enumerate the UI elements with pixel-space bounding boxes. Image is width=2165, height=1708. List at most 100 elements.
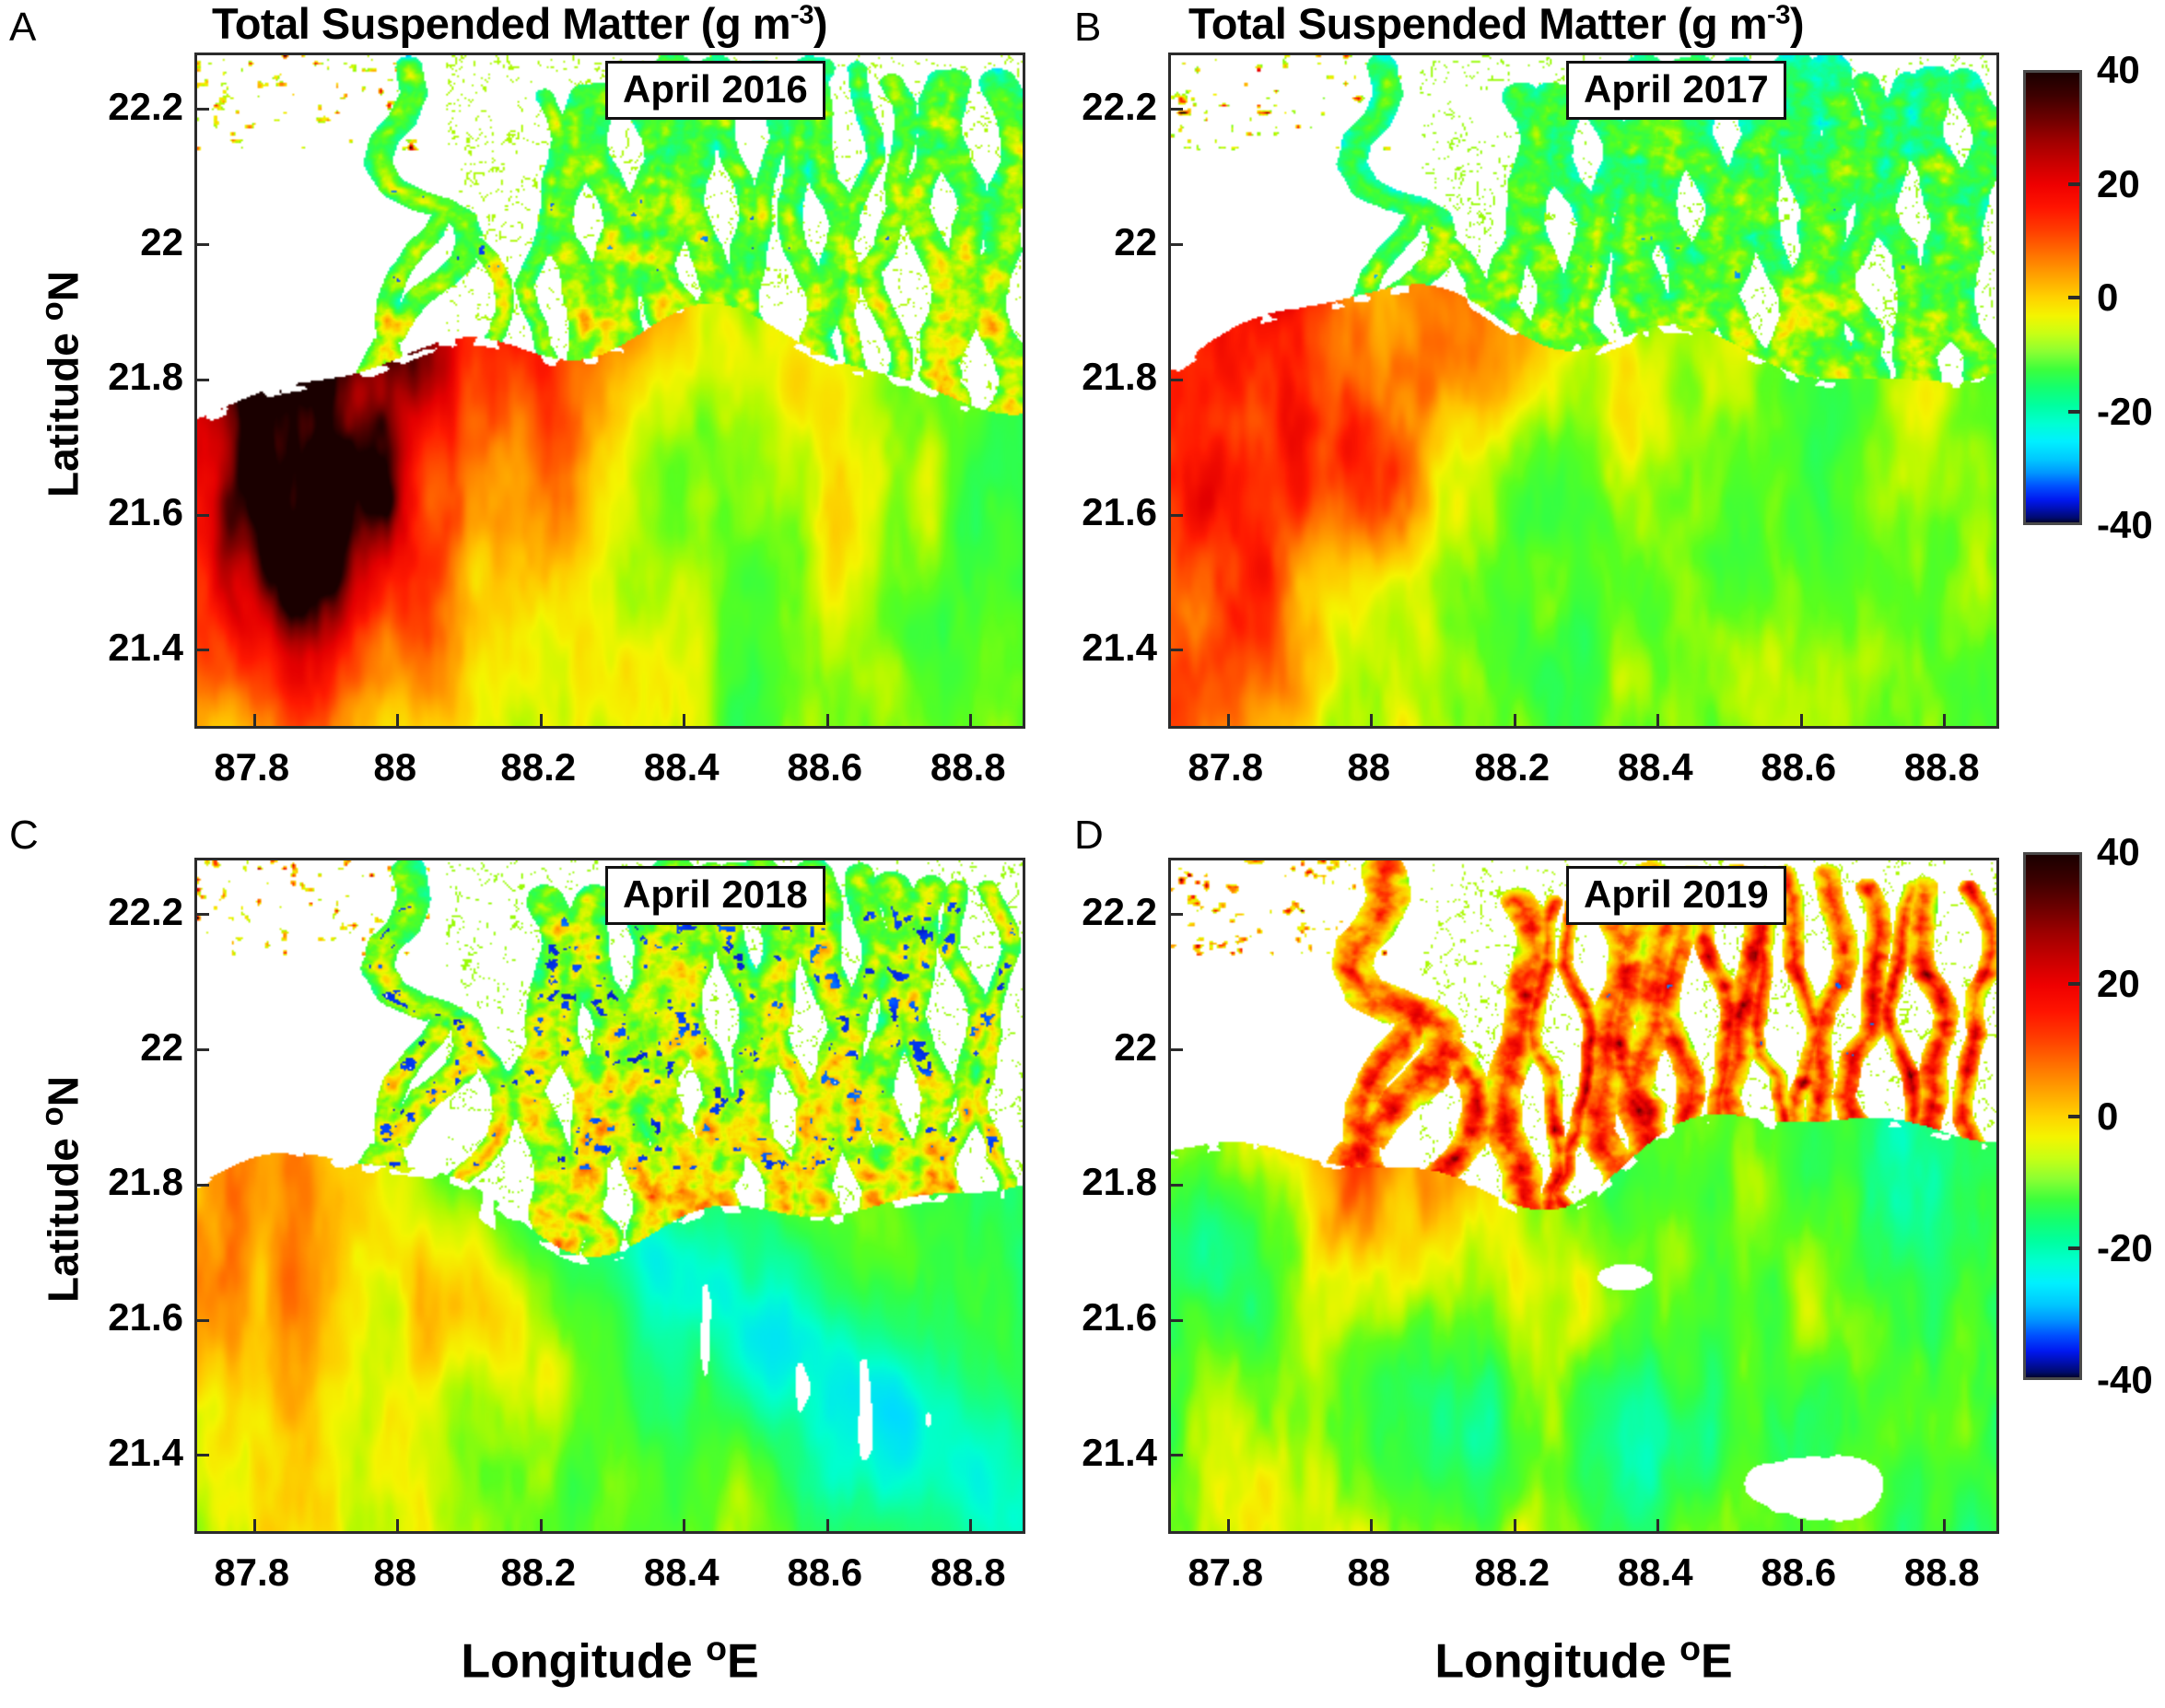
x-tick-88.2 (1513, 714, 1516, 726)
y-tick-21.4 (1171, 649, 1183, 652)
axis-label-latitude-top-text: Latitude (39, 321, 88, 497)
y-tick-label-22.2: 22.2 (1082, 889, 1157, 933)
panel-title-a-text: Total Suspended Matter (g m (212, 0, 791, 48)
y-tick-21.8 (197, 378, 209, 381)
x-tick-88.2 (1513, 1519, 1516, 1531)
y-tick-22 (1171, 1048, 1183, 1052)
y-tick-21.6 (197, 513, 209, 517)
y-tick-22.2 (197, 108, 209, 111)
x-tick-88.6 (1799, 714, 1803, 726)
colorbar-label-0: 0 (2097, 275, 2119, 319)
x-tick-87.8 (252, 1519, 256, 1531)
axis-label-latitude-top-tail: N (39, 271, 88, 302)
panel-letter-a: A (9, 5, 37, 50)
x-tick-88.8 (1943, 714, 1947, 726)
x-tick-label-88.6: 88.6 (787, 745, 863, 789)
x-tick-label-88: 88 (1347, 1550, 1391, 1594)
y-tick-label-21.4: 21.4 (1082, 1430, 1157, 1474)
date-label-d: April 2019 (1566, 866, 1786, 925)
x-tick-88.4 (1656, 714, 1660, 726)
x-tick-label-87.8: 87.8 (214, 1550, 290, 1594)
date-label-c: April 2018 (605, 866, 825, 925)
x-tick-88.4 (683, 714, 686, 726)
colorbar-tick--20 (2068, 1246, 2080, 1250)
x-tick-label-87.8: 87.8 (1188, 1550, 1264, 1594)
y-tick-label-21.6: 21.6 (108, 490, 183, 534)
map-axes-c[interactable] (194, 858, 1025, 1534)
y-tick-label-22.2: 22.2 (108, 889, 183, 933)
panel-title-b-tail: ) (1789, 0, 1805, 48)
colorbar-tick-20 (2068, 181, 2080, 186)
y-tick-21.4 (197, 1454, 209, 1457)
colorbar-label--20: -20 (2097, 1225, 2153, 1269)
date-label-b: April 2017 (1566, 61, 1786, 120)
y-tick-21.6 (1171, 513, 1183, 517)
map-axes-b[interactable] (1168, 53, 1999, 729)
y-tick-label-22: 22 (140, 219, 183, 263)
x-tick-label-88.6: 88.6 (787, 1550, 863, 1594)
x-tick-label-88.6: 88.6 (1761, 745, 1837, 789)
x-tick-88.6 (825, 714, 829, 726)
axis-label-longitude-right-tail: E (1700, 1634, 1733, 1689)
y-tick-label-21.8: 21.8 (1082, 1160, 1157, 1204)
x-tick-87.8 (1226, 714, 1230, 726)
x-tick-label-88.4: 88.4 (1617, 745, 1693, 789)
y-tick-22 (197, 243, 209, 247)
x-tick-label-88.8: 88.8 (930, 745, 1006, 789)
y-tick-21.8 (197, 1183, 209, 1187)
map-axes-a[interactable] (194, 53, 1025, 729)
colorbar-tick-20 (2068, 982, 2080, 987)
x-tick-label-88.2: 88.2 (500, 1550, 577, 1594)
colorbar-tick-0 (2068, 296, 2080, 299)
y-tick-label-21.4: 21.4 (108, 1430, 183, 1474)
y-tick-label-21.8: 21.8 (108, 355, 183, 399)
x-tick-label-88.8: 88.8 (930, 1550, 1006, 1594)
axis-label-latitude-bottom-sup: o (35, 1106, 70, 1127)
x-tick-88 (1370, 714, 1374, 726)
y-tick-label-21.8: 21.8 (1082, 355, 1157, 399)
map-axes-d[interactable] (1168, 858, 1999, 1534)
x-tick-label-88: 88 (1347, 745, 1391, 789)
x-tick-label-88.8: 88.8 (1903, 1550, 1980, 1594)
x-tick-88.2 (539, 1519, 543, 1531)
date-label-a: April 2016 (605, 61, 825, 120)
tsm-map-d (1171, 860, 1996, 1531)
axis-label-latitude-top-sup: o (35, 301, 70, 322)
axis-label-latitude-bottom: Latitude oN (35, 1076, 88, 1303)
panel-letter-d: D (1074, 813, 1104, 858)
panel-title-b-text: Total Suspended Matter (g m (1188, 0, 1768, 48)
colorbar-label--40: -40 (2097, 503, 2153, 546)
x-tick-88.6 (1799, 1519, 1803, 1531)
y-tick-label-22.2: 22.2 (108, 84, 183, 128)
y-tick-label-22: 22 (1114, 1024, 1157, 1069)
colorbar-label-40: 40 (2097, 48, 2140, 91)
y-tick-label-21.8: 21.8 (108, 1160, 183, 1204)
x-tick-label-88.2: 88.2 (1474, 745, 1551, 789)
x-tick-label-88.2: 88.2 (500, 745, 577, 789)
y-tick-22.2 (1171, 108, 1183, 111)
colorbar-label--40: -40 (2097, 1358, 2153, 1401)
panel-title-a: Total Suspended Matter (g m-3) (212, 0, 828, 48)
x-tick-88.8 (969, 1519, 973, 1531)
y-tick-label-22.2: 22.2 (1082, 84, 1157, 128)
x-tick-label-87.8: 87.8 (1188, 745, 1264, 789)
y-tick-21.8 (1171, 378, 1183, 381)
x-tick-88.6 (825, 1519, 829, 1531)
tsm-map-b (1171, 55, 1996, 726)
y-tick-label-21.6: 21.6 (1082, 1295, 1157, 1339)
y-tick-21.6 (1171, 1318, 1183, 1322)
y-tick-21.4 (197, 649, 209, 652)
panel-title-a-tail: ) (813, 0, 828, 48)
x-tick-label-88.8: 88.8 (1903, 745, 1980, 789)
axis-label-latitude-top: Latitude oN (35, 271, 88, 497)
x-tick-label-88.6: 88.6 (1761, 1550, 1837, 1594)
colorbar-label-0: 0 (2097, 1094, 2119, 1138)
x-tick-label-88.4: 88.4 (643, 1550, 720, 1594)
x-tick-label-88: 88 (373, 1550, 417, 1594)
y-tick-label-21.4: 21.4 (108, 625, 183, 669)
x-tick-88.4 (1656, 1519, 1660, 1531)
axis-label-longitude-left-sup: o (706, 1629, 727, 1667)
y-tick-21.6 (197, 1318, 209, 1322)
axis-label-longitude-left-text: Longitude (461, 1634, 707, 1689)
x-tick-88 (396, 714, 400, 726)
